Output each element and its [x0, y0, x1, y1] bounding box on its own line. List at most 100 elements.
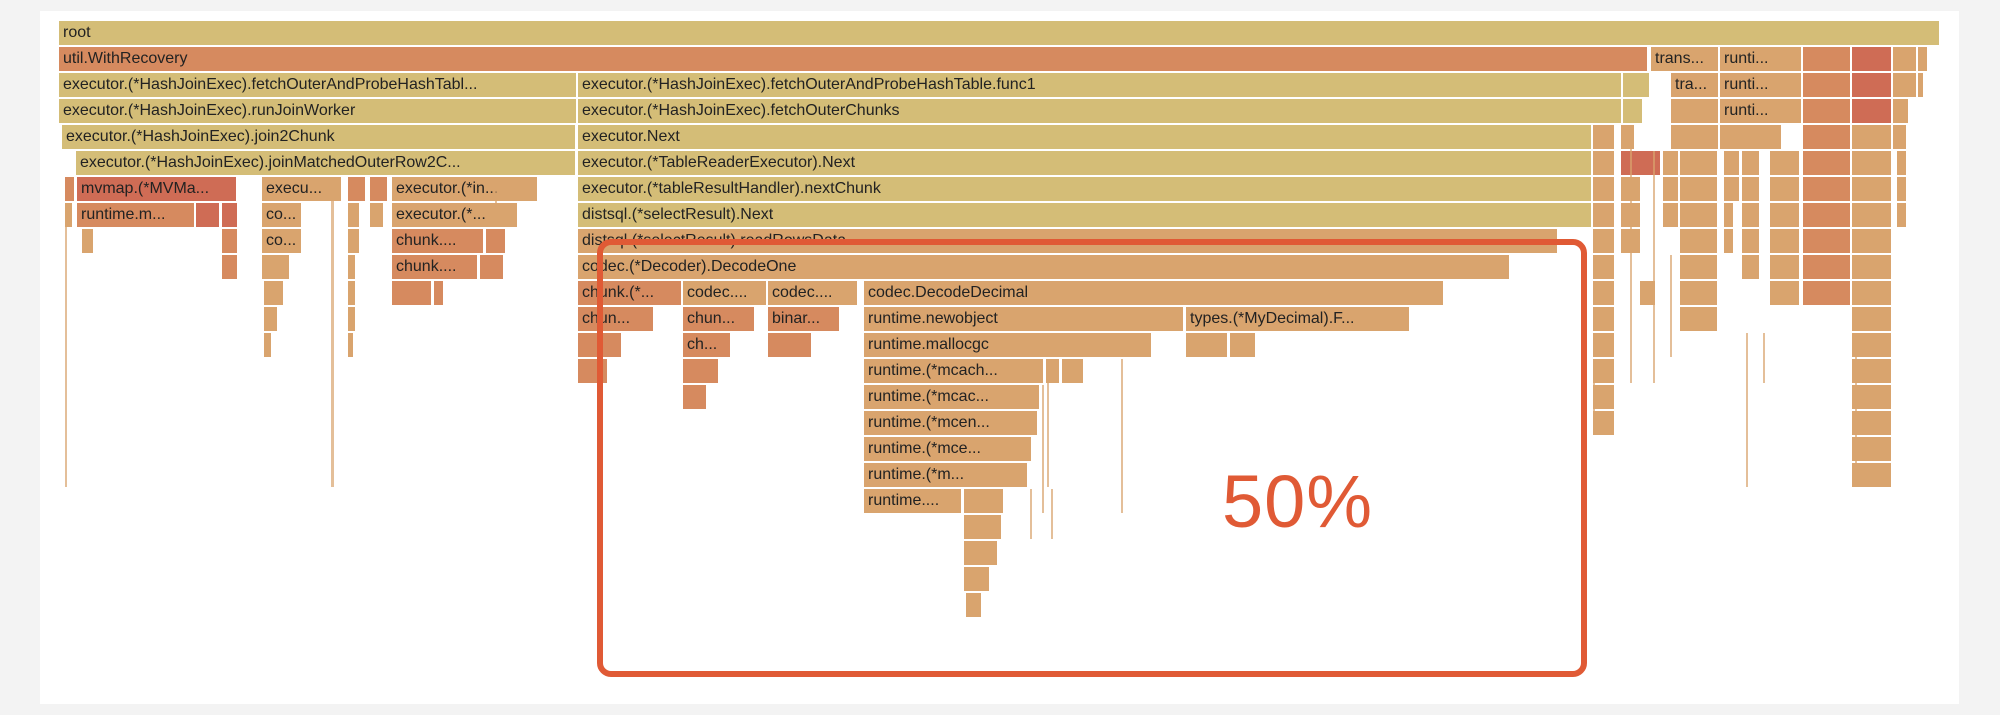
- frame-segment[interactable]: [1770, 203, 1800, 227]
- frame-segment[interactable]: [578, 333, 622, 357]
- frame-binar[interactable]: binar...: [768, 307, 840, 331]
- frame-co-2[interactable]: co...: [262, 229, 302, 253]
- frame-segment[interactable]: [1893, 73, 1917, 97]
- frame-segment[interactable]: [1593, 177, 1615, 201]
- frame-segment[interactable]: [222, 229, 238, 253]
- frame-executor-star[interactable]: executor.(*...: [392, 203, 518, 227]
- frame-segment[interactable]: [1062, 359, 1084, 383]
- frame-segment[interactable]: [1671, 99, 1719, 123]
- frame-trans[interactable]: trans...: [1651, 47, 1719, 71]
- frame-segment[interactable]: [1593, 281, 1615, 305]
- frame-segment[interactable]: [1720, 125, 1782, 149]
- frame-segment[interactable]: [1852, 333, 1892, 357]
- frame-segment[interactable]: [964, 541, 998, 565]
- frame-run-join-worker[interactable]: executor.(*HashJoinExec).runJoinWorker: [59, 99, 577, 123]
- frame-segment[interactable]: [1803, 281, 1851, 305]
- frame-execu[interactable]: execu...: [262, 177, 342, 201]
- frame-runti-1[interactable]: runti...: [1720, 47, 1802, 71]
- frame-segment[interactable]: [1230, 333, 1256, 357]
- frame-mcach[interactable]: runtime.(*mcach...: [864, 359, 1044, 383]
- frame-segment[interactable]: [1770, 177, 1800, 201]
- frame-segment[interactable]: [1852, 359, 1892, 383]
- frame-segment[interactable]: [1897, 151, 1907, 175]
- frame-segment[interactable]: [1918, 47, 1928, 71]
- frame-segment[interactable]: [1852, 385, 1892, 409]
- frame-segment[interactable]: [1742, 177, 1760, 201]
- frame-segment[interactable]: [1803, 125, 1851, 149]
- frame-segment[interactable]: [768, 333, 812, 357]
- frame-segment[interactable]: [486, 229, 506, 253]
- frame-runti-3[interactable]: runti...: [1720, 99, 1802, 123]
- frame-decode-decimal[interactable]: codec.DecodeDecimal: [864, 281, 1444, 305]
- frame-segment[interactable]: [1803, 99, 1851, 123]
- frame-segment[interactable]: [578, 359, 608, 383]
- frame-segment[interactable]: [1680, 255, 1718, 279]
- frame-segment[interactable]: [1663, 177, 1679, 201]
- frame-segment[interactable]: [1803, 47, 1851, 71]
- frame-segment[interactable]: [1803, 203, 1851, 227]
- frame-segment[interactable]: [1593, 229, 1615, 253]
- frame-segment[interactable]: [1593, 151, 1615, 175]
- frame-segment[interactable]: [1918, 73, 1924, 97]
- frame-m[interactable]: runtime.(*m...: [864, 463, 1028, 487]
- frame-segment[interactable]: [1724, 203, 1734, 227]
- frame-segment[interactable]: [264, 281, 284, 305]
- frame-ch[interactable]: ch...: [683, 333, 731, 357]
- frame-tra[interactable]: tra...: [1671, 73, 1719, 97]
- frame-segment[interactable]: [966, 593, 982, 617]
- frame-segment[interactable]: [1852, 307, 1892, 331]
- frame-segment[interactable]: [1803, 177, 1851, 201]
- frame-segment[interactable]: [264, 307, 278, 331]
- frame-segment[interactable]: [348, 229, 360, 253]
- frame-segment[interactable]: [1621, 125, 1635, 149]
- frame-segment[interactable]: [1852, 73, 1892, 97]
- frame-segment[interactable]: [262, 255, 290, 279]
- frame-segment[interactable]: [1852, 203, 1892, 227]
- frame-segment[interactable]: [1593, 333, 1615, 357]
- frame-chun-1[interactable]: chun...: [578, 307, 654, 331]
- frame-segment[interactable]: [348, 255, 356, 279]
- frame-chunk-2[interactable]: chunk....: [392, 255, 478, 279]
- frame-segment[interactable]: [1897, 203, 1907, 227]
- frame-segment[interactable]: [1593, 411, 1615, 435]
- frame-segment[interactable]: [1852, 229, 1892, 253]
- frame-select-result-next[interactable]: distsql.(*selectResult).Next: [578, 203, 1592, 227]
- frame-segment[interactable]: [348, 307, 356, 331]
- frame-segment[interactable]: [1770, 281, 1800, 305]
- frame-segment[interactable]: [1593, 385, 1615, 409]
- frame-fetch-outer-probe-left[interactable]: executor.(*HashJoinExec).fetchOuterAndPr…: [59, 73, 577, 97]
- frame-executor-next[interactable]: executor.Next: [578, 125, 1592, 149]
- frame-segment[interactable]: [1852, 151, 1892, 175]
- frame-segment[interactable]: [1852, 411, 1892, 435]
- frame-mvmap[interactable]: mvmap.(*MVMa...: [77, 177, 237, 201]
- frame-segment[interactable]: [1852, 47, 1892, 71]
- frame-segment[interactable]: [1742, 229, 1760, 253]
- frame-segment[interactable]: [1680, 177, 1718, 201]
- frame-executor-in[interactable]: executor.(*in...: [392, 177, 538, 201]
- frame-segment[interactable]: [1852, 255, 1892, 279]
- frame-runti-2[interactable]: runti...: [1720, 73, 1802, 97]
- frame-join2chunk[interactable]: executor.(*HashJoinExec).join2Chunk: [62, 125, 576, 149]
- frame-segment[interactable]: [1770, 229, 1800, 253]
- frame-codec-1[interactable]: codec....: [683, 281, 767, 305]
- frame-segment[interactable]: [264, 333, 272, 357]
- frame-segment[interactable]: [82, 229, 94, 253]
- frame-co-1[interactable]: co...: [262, 203, 302, 227]
- frame-table-result-next-chunk[interactable]: executor.(*tableResultHandler).nextChunk: [578, 177, 1592, 201]
- frame-newobject[interactable]: runtime.newobject: [864, 307, 1184, 331]
- frame-chun-2[interactable]: chun...: [683, 307, 755, 331]
- frame-segment[interactable]: [1742, 151, 1760, 175]
- frame-segment[interactable]: [1742, 255, 1760, 279]
- frame-runtime-dots[interactable]: runtime....: [864, 489, 962, 513]
- frame-segment[interactable]: [1803, 73, 1851, 97]
- frame-chunk-1[interactable]: chunk....: [392, 229, 484, 253]
- frame-segment[interactable]: [348, 203, 360, 227]
- frame-segment[interactable]: [1893, 125, 1907, 149]
- frame-segment[interactable]: [1852, 437, 1892, 461]
- frame-segment[interactable]: [1680, 307, 1718, 331]
- frame-segment[interactable]: [1593, 307, 1615, 331]
- frame-fetch-outer-chunks[interactable]: executor.(*HashJoinExec).fetchOuterChunk…: [578, 99, 1622, 123]
- frame-segment[interactable]: [1852, 99, 1892, 123]
- frame-table-reader-next[interactable]: executor.(*TableReaderExecutor).Next: [578, 151, 1592, 175]
- frame-segment[interactable]: [1593, 359, 1615, 383]
